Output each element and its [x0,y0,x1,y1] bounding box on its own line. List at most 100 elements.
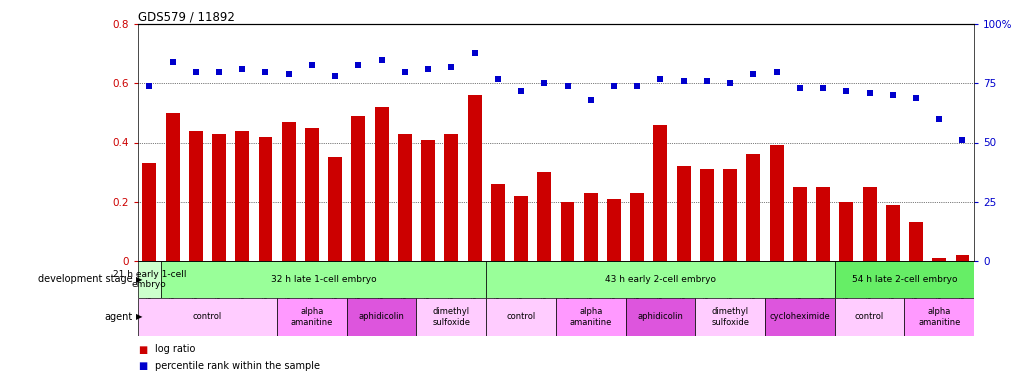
Bar [834,298,904,336]
Bar [653,125,666,261]
Bar [486,261,834,298]
Point [698,78,714,84]
Bar [606,199,621,261]
Bar [695,298,764,336]
Point [883,92,900,98]
Bar [931,258,946,261]
Point [187,69,204,75]
Text: control: control [193,312,222,321]
Point [675,78,691,84]
Text: 43 h early 2-cell embryo: 43 h early 2-cell embryo [604,275,715,284]
Text: control: control [854,312,883,321]
Point [373,57,389,63]
Point [652,76,668,82]
Bar [699,169,713,261]
Text: log ratio: log ratio [155,345,196,354]
Bar [352,116,365,261]
Bar [444,134,458,261]
Bar [490,184,504,261]
Text: alpha
amanitine: alpha amanitine [917,307,960,327]
Bar [514,196,528,261]
Bar [583,193,597,261]
Text: 32 h late 1-cell embryo: 32 h late 1-cell embryo [270,275,376,284]
Text: 54 h late 2-cell embryo: 54 h late 2-cell embryo [851,275,956,284]
Bar [834,261,973,298]
Text: ■: ■ [138,345,147,354]
Point [280,71,297,77]
Text: ▶: ▶ [136,312,142,321]
Bar [908,222,922,261]
Bar [769,146,783,261]
Bar [486,298,555,336]
Bar [421,140,435,261]
Point [513,87,529,93]
Point [558,83,575,89]
Text: percentile rank within the sample: percentile rank within the sample [155,361,320,370]
Bar [722,169,737,261]
Point [582,97,598,103]
Bar [281,122,296,261]
Text: dimethyl
sulfoxide: dimethyl sulfoxide [710,307,748,327]
Bar [555,298,625,336]
Bar [884,204,899,261]
Point [629,83,645,89]
Bar [630,193,644,261]
Point [442,64,459,70]
Bar [625,298,695,336]
Point [930,116,947,122]
Point [257,69,273,75]
Point [907,94,923,100]
Bar [346,298,416,336]
Point [860,90,876,96]
Point [838,87,854,93]
Bar [467,95,481,261]
Text: aphidicolin: aphidicolin [637,312,683,321]
Point [327,74,343,80]
Bar [189,131,203,261]
Point [420,66,436,72]
Bar [277,298,346,336]
Point [536,81,552,87]
Bar [560,202,574,261]
Point [396,69,413,75]
Text: control: control [505,312,535,321]
Point [164,59,180,65]
Point [466,50,482,56]
Text: ■: ■ [138,361,147,370]
Text: agent: agent [104,312,132,322]
Bar [161,261,486,298]
Text: GDS579 / 11892: GDS579 / 11892 [138,10,234,23]
Point [211,69,227,75]
Bar [138,261,161,298]
Point [721,81,738,87]
Text: development stage: development stage [38,274,132,284]
Point [605,83,622,89]
Text: alpha
amanitine: alpha amanitine [569,307,611,327]
Bar [676,166,690,261]
Bar [839,202,853,261]
Bar [235,131,249,261]
Bar [416,298,486,336]
Bar [305,128,319,261]
Text: ▶: ▶ [136,275,142,284]
Text: cycloheximide: cycloheximide [768,312,829,321]
Point [350,62,366,68]
Point [141,83,157,89]
Point [489,76,505,82]
Bar [764,298,834,336]
Bar [537,172,550,261]
Bar [328,157,341,261]
Bar [374,107,388,261]
Bar [138,298,277,336]
Point [745,71,761,77]
Point [304,62,320,68]
Bar [143,163,156,261]
Point [234,66,251,72]
Bar [212,134,226,261]
Point [767,69,784,75]
Bar [815,187,829,261]
Text: dimethyl
sulfoxide: dimethyl sulfoxide [432,307,470,327]
Point [814,85,830,91]
Point [791,85,807,91]
Bar [397,134,412,261]
